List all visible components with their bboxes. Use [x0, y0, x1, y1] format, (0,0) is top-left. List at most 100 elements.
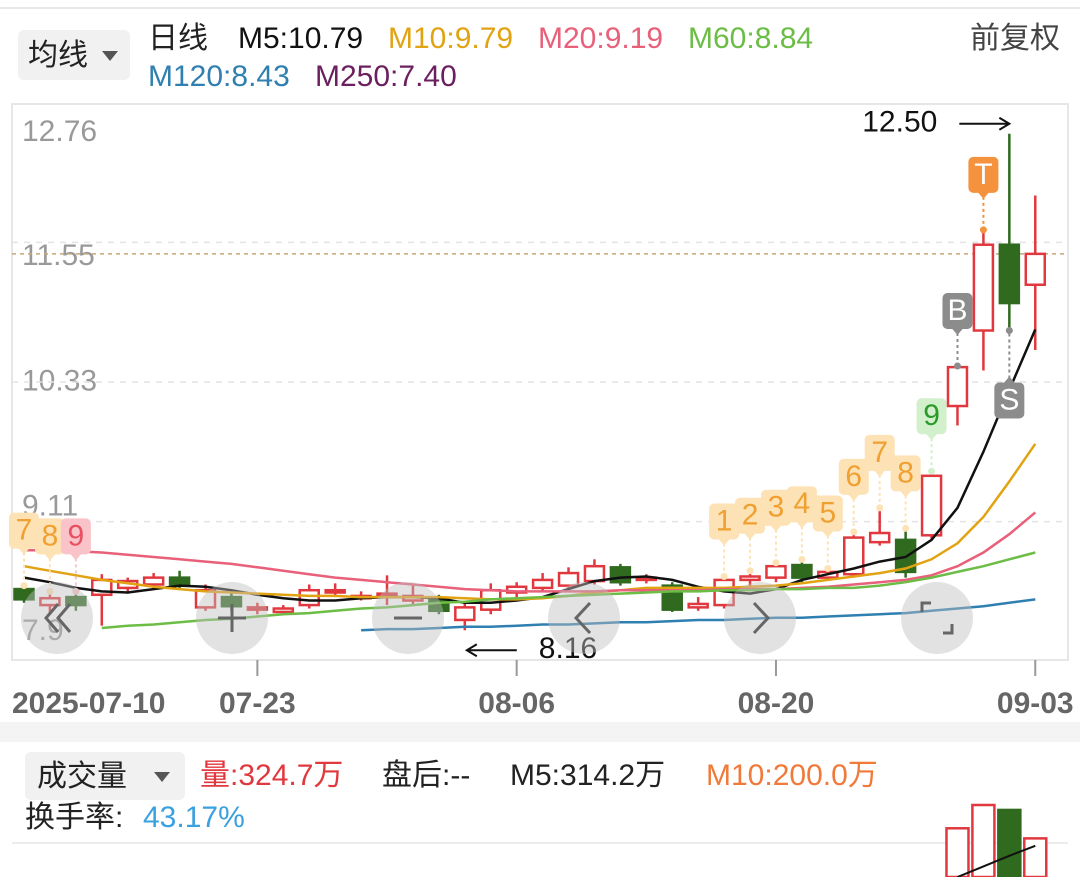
- signal-pointer: [43, 553, 56, 561]
- panel-separator: [0, 722, 1080, 742]
- signal-badge: [890, 455, 921, 492]
- signal-dot: [72, 587, 80, 595]
- back-button[interactable]: [548, 582, 620, 654]
- min-label: 8.16: [539, 632, 597, 665]
- volume-button-label[interactable]: 成交量: [37, 760, 127, 793]
- volume-indicator: 量:324.7万: [200, 759, 343, 792]
- signal-dot: [1005, 327, 1013, 335]
- signal-dot: [798, 555, 806, 563]
- icon[interactable]: [44, 603, 72, 633]
- ma-line: [101, 551, 1036, 630]
- signal-label: B: [947, 294, 967, 327]
- signal-pointer: [951, 327, 964, 335]
- plot: [12, 133, 1068, 632]
- candle-body: [1024, 252, 1047, 287]
- forward-button[interactable]: [724, 582, 796, 654]
- y-tick-label: 12.76: [22, 115, 97, 148]
- signal-badge: [812, 495, 843, 532]
- signal-label: T: [974, 158, 992, 191]
- signal-badge: [60, 518, 91, 555]
- signal-dot: [46, 587, 54, 595]
- signal-dot: [720, 572, 728, 580]
- signal-pointer: [795, 521, 808, 529]
- candle-body: [557, 571, 580, 587]
- signal-pointer: [847, 493, 860, 501]
- signal-pointer: [1003, 376, 1016, 384]
- signal-pointer: [873, 469, 886, 477]
- zoom-out-button[interactable]: [372, 582, 444, 654]
- icon[interactable]: [920, 601, 954, 635]
- volume-indicator: M5:314.2万: [510, 759, 665, 792]
- legend-entry: M20:9.19: [538, 22, 663, 55]
- candle-body: [739, 575, 761, 582]
- y-tick-label: 11.55: [22, 239, 95, 272]
- dropdown-arrow[interactable]: [102, 51, 118, 61]
- signal-pointer: [18, 547, 30, 555]
- signal-badge: [760, 489, 791, 526]
- ma-button-bg[interactable]: [18, 30, 130, 80]
- dropdown-arrow[interactable]: [154, 772, 170, 782]
- fast-back-button[interactable]: [21, 582, 93, 654]
- zoom-in-button[interactable]: [196, 582, 268, 654]
- signal-dot: [902, 524, 910, 532]
- volume-plot: [945, 803, 1048, 877]
- button-bg[interactable]: [548, 582, 620, 654]
- volume-button[interactable]: 成交量: [25, 752, 185, 800]
- x-tick-label: 09-03: [997, 687, 1074, 720]
- signal-pointer: [899, 490, 912, 498]
- volume-bar: [945, 827, 970, 877]
- signal-dot: [746, 567, 754, 575]
- candle-body: [998, 243, 1021, 305]
- signal-label: 4: [794, 487, 811, 520]
- legend-entry: M60:8.84: [688, 22, 813, 55]
- candle-body: [972, 243, 995, 332]
- signal-label: 2: [742, 499, 759, 532]
- volume-indicator: M10:200.0万: [706, 759, 878, 792]
- fullscreen-button[interactable]: [901, 582, 973, 654]
- ma-button[interactable]: 均线: [18, 30, 130, 80]
- candle-body: [298, 588, 320, 607]
- signal-pointer: [821, 530, 834, 538]
- nav-buttons: [21, 582, 973, 654]
- candle-body: [324, 588, 346, 594]
- signal-dot: [772, 559, 780, 567]
- signal-label: S: [999, 383, 1019, 416]
- signal-dot: [824, 564, 832, 572]
- turnover-label: 换手率:: [25, 801, 123, 834]
- signal-label: 8: [42, 519, 59, 552]
- candle-body: [531, 578, 554, 590]
- signal-label: 9: [923, 399, 940, 432]
- icon[interactable]: [752, 601, 771, 635]
- candle-body: [142, 576, 165, 586]
- adjust-label[interactable]: 前复权: [970, 22, 1060, 55]
- signal-badge: [916, 398, 947, 435]
- candle-body: [843, 536, 865, 576]
- candle-body: [39, 596, 61, 607]
- button-bg[interactable]: [724, 582, 796, 654]
- ma-button-label[interactable]: 均线: [28, 39, 88, 72]
- volume-button-bg[interactable]: [25, 752, 185, 800]
- signal-pointer: [769, 524, 782, 532]
- volume-indicator: 盘后:--: [382, 759, 470, 792]
- signal-badge: [968, 156, 999, 193]
- candle-body: [946, 365, 969, 408]
- signal-badge: [942, 292, 973, 329]
- signal-label: 7: [871, 436, 888, 469]
- signal-dot: [876, 504, 884, 512]
- signal-badge: [864, 434, 895, 471]
- x-tick-label: 2025-07-10: [12, 687, 165, 720]
- legend-entry: M120:8.43: [148, 60, 290, 93]
- volume-bar: [1023, 837, 1048, 877]
- signal-pointer: [977, 191, 990, 199]
- candle-body: [272, 607, 295, 614]
- min-arrow: [464, 643, 517, 658]
- legend-entry: M5:10.79: [238, 22, 363, 55]
- button-bg[interactable]: [901, 582, 973, 654]
- candle-body: [920, 474, 943, 537]
- icon[interactable]: [573, 601, 592, 635]
- volume-ma-line: [957, 844, 1036, 877]
- signal-pointer: [925, 433, 938, 441]
- legend-entry: M250:7.40: [315, 60, 457, 93]
- icon[interactable]: [218, 604, 246, 632]
